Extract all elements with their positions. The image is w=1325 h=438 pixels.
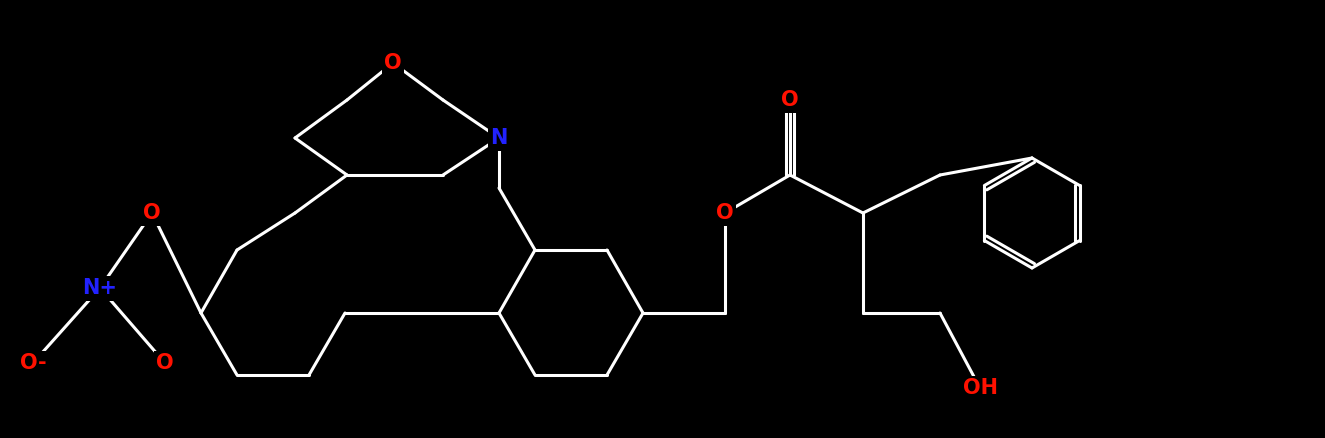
Text: O: O <box>143 203 160 223</box>
Text: O: O <box>782 90 799 110</box>
Text: O: O <box>156 353 174 373</box>
Text: N+: N+ <box>82 278 118 298</box>
Text: O: O <box>384 53 401 73</box>
Text: OH: OH <box>962 378 998 398</box>
Text: O-: O- <box>20 353 46 373</box>
Text: O: O <box>717 203 734 223</box>
Text: N: N <box>490 128 507 148</box>
